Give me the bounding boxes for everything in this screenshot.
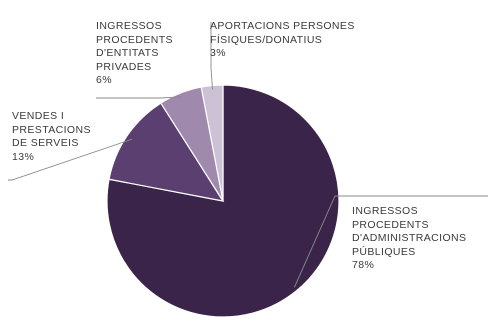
- label-line: PROCEDENTS: [352, 218, 429, 231]
- label-line: D'ADMINISTRACIONS: [352, 232, 467, 244]
- label-line: DE SERVEIS: [12, 137, 79, 149]
- label-line: D'ENTITATS: [96, 47, 159, 59]
- label-line: PÚBLIQUES: [352, 245, 416, 258]
- leader-line-sales-services: [8, 138, 133, 181]
- label-line: FÍSIQUES/DONATIUS: [210, 33, 323, 46]
- pie-slice-sales-services: [108, 102, 225, 202]
- label-line: VENDES I: [12, 110, 65, 122]
- label-line: PRIVADES: [96, 60, 152, 73]
- label-line: PRESTACIONS: [12, 123, 91, 136]
- slice-label-sales-services: VENDES I PRESTACIONS DE SERVEIS 13%: [12, 110, 91, 164]
- label-line: APORTACIONS PERSONES: [210, 20, 355, 32]
- leader-line-public-administrations: [293, 195, 488, 288]
- slice-value-label: 78%: [352, 259, 375, 271]
- label-line: PROCEDENTS: [96, 33, 173, 46]
- slice-label-private-entities: INGRESSOS PROCEDENTS D'ENTITATS PRIVADES…: [96, 20, 173, 88]
- leader-line-individual-donations: [210, 22, 213, 90]
- slice-value-label: 3%: [210, 47, 226, 59]
- label-line: INGRESSOS: [352, 205, 419, 217]
- leader-line-private-entities: [96, 96, 182, 99]
- slice-value-label: 6%: [96, 74, 112, 86]
- label-line: INGRESSOS: [96, 20, 163, 32]
- slice-label-public-administrations: INGRESSOS PROCEDENTS D'ADMINISTRACIONS P…: [352, 205, 466, 273]
- slice-label-individual-donations: APORTACIONS PERSONES FÍSIQUES/DONATIUS 3…: [210, 20, 355, 61]
- slice-value-label: 13%: [12, 150, 35, 163]
